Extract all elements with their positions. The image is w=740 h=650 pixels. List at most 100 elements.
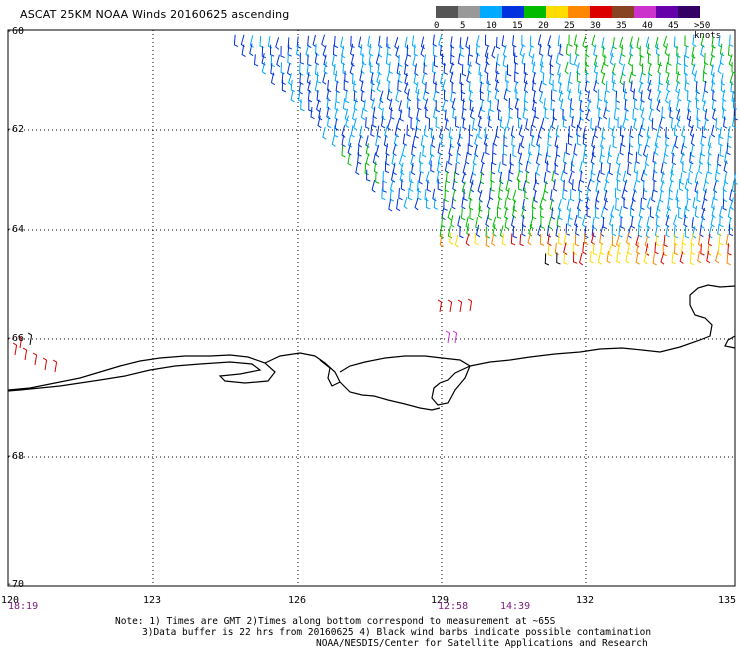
wind-barb bbox=[393, 133, 398, 147]
wind-barb bbox=[432, 61, 437, 74]
wind-barb bbox=[435, 81, 440, 94]
wind-barb bbox=[675, 81, 680, 94]
wind-barb bbox=[597, 116, 602, 130]
wind-barb bbox=[459, 37, 464, 50]
wind-barb bbox=[512, 226, 517, 239]
wind-barb bbox=[591, 225, 596, 238]
wind-barb bbox=[584, 233, 589, 246]
legend-swatch-4 bbox=[524, 6, 546, 18]
wind-barb bbox=[682, 135, 688, 149]
wind-barb bbox=[513, 45, 518, 58]
wind-barb bbox=[495, 79, 500, 93]
wind-barb bbox=[727, 243, 732, 256]
wind-barb bbox=[711, 72, 716, 85]
wind-barb bbox=[385, 143, 390, 156]
wind-barb bbox=[480, 99, 486, 113]
wind-barb bbox=[465, 233, 470, 246]
wind-barb bbox=[607, 144, 612, 158]
wind-barb bbox=[552, 79, 557, 92]
wind-barb bbox=[365, 153, 370, 166]
legend-tick-4: 20 bbox=[538, 21, 549, 31]
wind-barb bbox=[480, 89, 485, 102]
wind-barb bbox=[622, 116, 627, 130]
lon-label-129: 129 bbox=[431, 595, 450, 606]
wind-barb bbox=[587, 178, 592, 192]
wind-barb bbox=[573, 54, 578, 67]
wind-barb bbox=[501, 233, 506, 246]
wind-barb bbox=[538, 80, 543, 94]
wind-barb bbox=[436, 171, 441, 185]
wind-barb bbox=[717, 243, 722, 256]
wind-barb bbox=[669, 106, 674, 120]
wind-barb bbox=[350, 54, 355, 67]
wind-barb bbox=[484, 61, 489, 75]
wind-barb bbox=[430, 160, 435, 173]
wind-barb bbox=[643, 251, 648, 265]
wind-barb bbox=[678, 179, 684, 192]
wind-barb bbox=[517, 142, 522, 156]
wind-barb bbox=[430, 127, 436, 140]
wind-barb bbox=[606, 152, 611, 165]
wind-barb bbox=[676, 115, 681, 129]
time-label-2: 12:58 bbox=[438, 601, 469, 612]
wind-barb bbox=[589, 251, 594, 264]
wind-barb bbox=[712, 108, 717, 121]
wind-barb bbox=[655, 205, 660, 219]
wind-barb bbox=[593, 44, 598, 57]
wind-barb bbox=[684, 226, 690, 239]
wind-barb bbox=[677, 88, 682, 102]
wind-barb bbox=[535, 152, 541, 166]
wind-barb bbox=[515, 88, 520, 101]
footnotes: Note: 1) Times are GMT 2)Times along bot… bbox=[115, 616, 651, 649]
wind-barb bbox=[368, 54, 373, 68]
wind-barb bbox=[506, 117, 511, 130]
wind-barb bbox=[645, 243, 650, 256]
wind-barb bbox=[704, 52, 709, 66]
wind-barb bbox=[468, 89, 474, 103]
wind-barb bbox=[671, 143, 676, 157]
wind-barb bbox=[17, 335, 23, 349]
wind-barb bbox=[439, 226, 444, 239]
wind-barb bbox=[382, 180, 387, 193]
wind-barb bbox=[647, 72, 652, 86]
wind-barb bbox=[652, 253, 657, 266]
wind-barb bbox=[314, 43, 320, 56]
wind-barb bbox=[451, 196, 456, 210]
wind-barb bbox=[592, 243, 598, 256]
legend-swatch-7 bbox=[590, 6, 612, 18]
wind-barb bbox=[731, 180, 736, 194]
wind-barb bbox=[714, 169, 720, 182]
wind-barb bbox=[411, 35, 417, 48]
wind-barb bbox=[525, 118, 530, 131]
wind-barb bbox=[592, 216, 597, 230]
wind-barb bbox=[261, 61, 266, 75]
wind-barb bbox=[636, 37, 641, 50]
wind-barb bbox=[569, 106, 574, 119]
wind-barb bbox=[676, 197, 682, 210]
wind-barb bbox=[372, 115, 377, 128]
wind-barb bbox=[360, 80, 365, 93]
wind-barb bbox=[512, 35, 517, 48]
wind-barb bbox=[563, 232, 568, 246]
wind-barb bbox=[664, 43, 669, 56]
wind-barb bbox=[371, 180, 376, 193]
antarctic-coastline bbox=[7, 284, 736, 411]
wind-barb bbox=[253, 54, 259, 67]
wind-barb bbox=[556, 215, 561, 228]
wind-barb bbox=[445, 330, 451, 344]
wind-barb bbox=[673, 243, 679, 256]
wind-barb bbox=[416, 109, 421, 122]
wind-barb bbox=[414, 126, 419, 139]
wind-barb bbox=[642, 144, 648, 158]
wind-barb bbox=[403, 196, 408, 210]
wind-barb bbox=[447, 153, 453, 166]
wind-barb bbox=[491, 233, 496, 247]
wind-barb bbox=[476, 224, 481, 238]
wind-barb bbox=[420, 44, 425, 57]
wind-barb bbox=[571, 115, 576, 129]
wind-barb bbox=[474, 144, 479, 158]
wind-barb bbox=[686, 188, 692, 201]
wind-barb bbox=[710, 214, 715, 228]
wind-barb bbox=[378, 97, 383, 111]
wind-barb bbox=[492, 153, 497, 166]
